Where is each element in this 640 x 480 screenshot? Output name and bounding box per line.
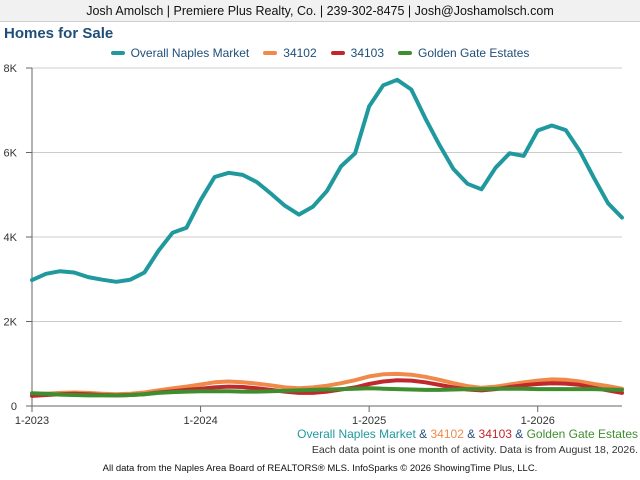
footer-series-name: 34103 bbox=[478, 427, 512, 441]
footer-separator: & bbox=[463, 427, 479, 441]
legend-item[interactable]: Golden Gate Estates bbox=[398, 46, 529, 60]
footer-series-list: Overall Naples Market & 34102 & 34103 & … bbox=[297, 427, 638, 441]
x-tick-label: 1-2024 bbox=[183, 415, 217, 427]
y-tick-label: 2K bbox=[4, 317, 18, 329]
x-tick-label: 1-2023 bbox=[15, 415, 49, 427]
legend-item[interactable]: 34102 bbox=[263, 46, 317, 60]
footer-note: Each data point is one month of activity… bbox=[311, 444, 638, 456]
legend-swatch bbox=[110, 51, 125, 55]
legend-item[interactable]: 34103 bbox=[330, 46, 385, 60]
y-tick-label: 8K bbox=[4, 63, 18, 75]
footer-credit: All data from the Naples Area Board of R… bbox=[102, 463, 538, 474]
legend-swatch bbox=[330, 51, 345, 55]
legend-swatch bbox=[398, 51, 413, 55]
legend-label: 34102 bbox=[283, 46, 317, 60]
footer-series-name: 34102 bbox=[430, 427, 464, 441]
footer-series-name: Overall Naples Market bbox=[297, 427, 416, 441]
footer-separator: & bbox=[415, 427, 431, 441]
header-contact-bar: Josh Amolsch | Premiere Plus Realty, Co.… bbox=[0, 0, 640, 22]
x-tick-label: 1-2026 bbox=[521, 415, 555, 427]
series-line-golden-gate-estates bbox=[30, 386, 624, 398]
y-tick-label: 4K bbox=[4, 232, 18, 244]
chart-title: Homes for Sale bbox=[4, 25, 114, 42]
y-tick-label: 6K bbox=[4, 148, 18, 160]
legend-item[interactable]: Overall Naples Market bbox=[110, 46, 250, 60]
legend-swatch bbox=[263, 51, 278, 55]
x-tick-label: 1-2025 bbox=[352, 415, 386, 427]
y-tick-label: 0 bbox=[11, 401, 17, 413]
legend-label: Golden Gate Estates bbox=[418, 46, 530, 60]
footer-separator: & bbox=[511, 427, 527, 441]
series-line-overall-naples-market bbox=[30, 77, 624, 284]
legend-label: Overall Naples Market bbox=[130, 46, 250, 60]
legend-label: 34103 bbox=[350, 46, 385, 60]
header-contact-text: Josh Amolsch | Premiere Plus Realty, Co.… bbox=[86, 4, 554, 18]
chart-legend: Overall Naples Market 34102 34103 Golden Ga… bbox=[0, 45, 640, 61]
footer-series-name: Golden Gate Estates bbox=[526, 427, 638, 441]
